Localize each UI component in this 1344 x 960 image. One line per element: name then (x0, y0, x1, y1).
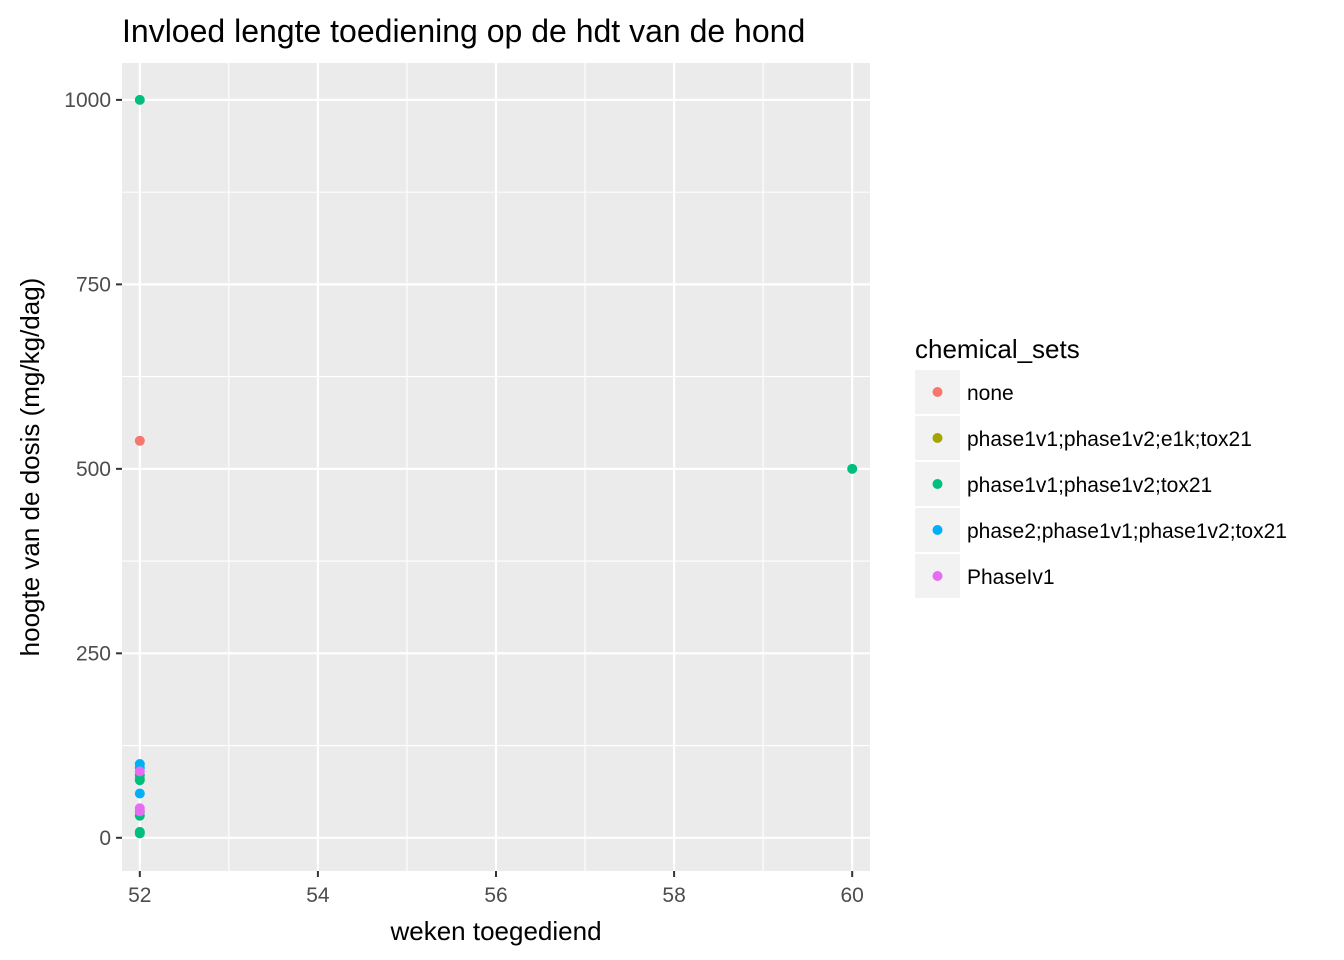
legend-key-dot (932, 433, 943, 443)
data-point (134, 435, 145, 446)
data-point (134, 806, 145, 817)
legend-label: phase1v1;phase1v2;tox21 (967, 474, 1212, 497)
legend-key-dot (932, 387, 943, 397)
chart-title: Invloed lengte toediening op de hdt van … (122, 13, 805, 49)
y-axis-ticks: 0 250 500 750 1000 (64, 89, 122, 850)
legend-label: PhaseIv1 (967, 566, 1055, 589)
legend-keys: none phase1v1;phase1v2;e1k;tox21 phase1v1;… (915, 370, 1287, 598)
y-axis-title: hoogte van de dosis (mg/kg/dag) (15, 278, 45, 657)
x-tick-label: 58 (662, 884, 685, 907)
x-tick-label: 52 (128, 884, 151, 907)
legend-key-dot (932, 525, 943, 535)
major-gridlines (122, 63, 870, 871)
legend: chemical_sets none phase1v1;phase1v2;e1k;… (915, 334, 1287, 598)
y-tick-label: 0 (99, 827, 111, 850)
data-point (847, 463, 858, 474)
legend-label: phase1v1;phase1v2;e1k;tox21 (967, 428, 1252, 451)
x-axis-title: weken toegediend (389, 916, 601, 946)
data-point (134, 828, 145, 839)
y-tick-label: 1000 (64, 89, 111, 112)
data-point (134, 94, 145, 105)
legend-key-dot (932, 571, 943, 581)
legend-label: none (967, 382, 1014, 405)
data-point (134, 788, 145, 799)
data-points (134, 94, 858, 839)
x-tick-label: 60 (841, 884, 864, 907)
data-point (134, 775, 145, 786)
y-tick-label: 250 (76, 642, 111, 665)
y-tick-label: 750 (76, 273, 111, 296)
legend-key-dot (932, 479, 943, 489)
x-tick-label: 54 (306, 884, 330, 907)
legend-title: chemical_sets (915, 334, 1080, 364)
x-tick-label: 56 (484, 884, 507, 907)
x-axis-ticks: 52 54 56 58 60 (128, 871, 864, 907)
legend-label: phase2;phase1v1;phase1v2;tox21 (967, 520, 1287, 543)
y-tick-label: 500 (76, 458, 111, 481)
data-point (134, 766, 145, 777)
